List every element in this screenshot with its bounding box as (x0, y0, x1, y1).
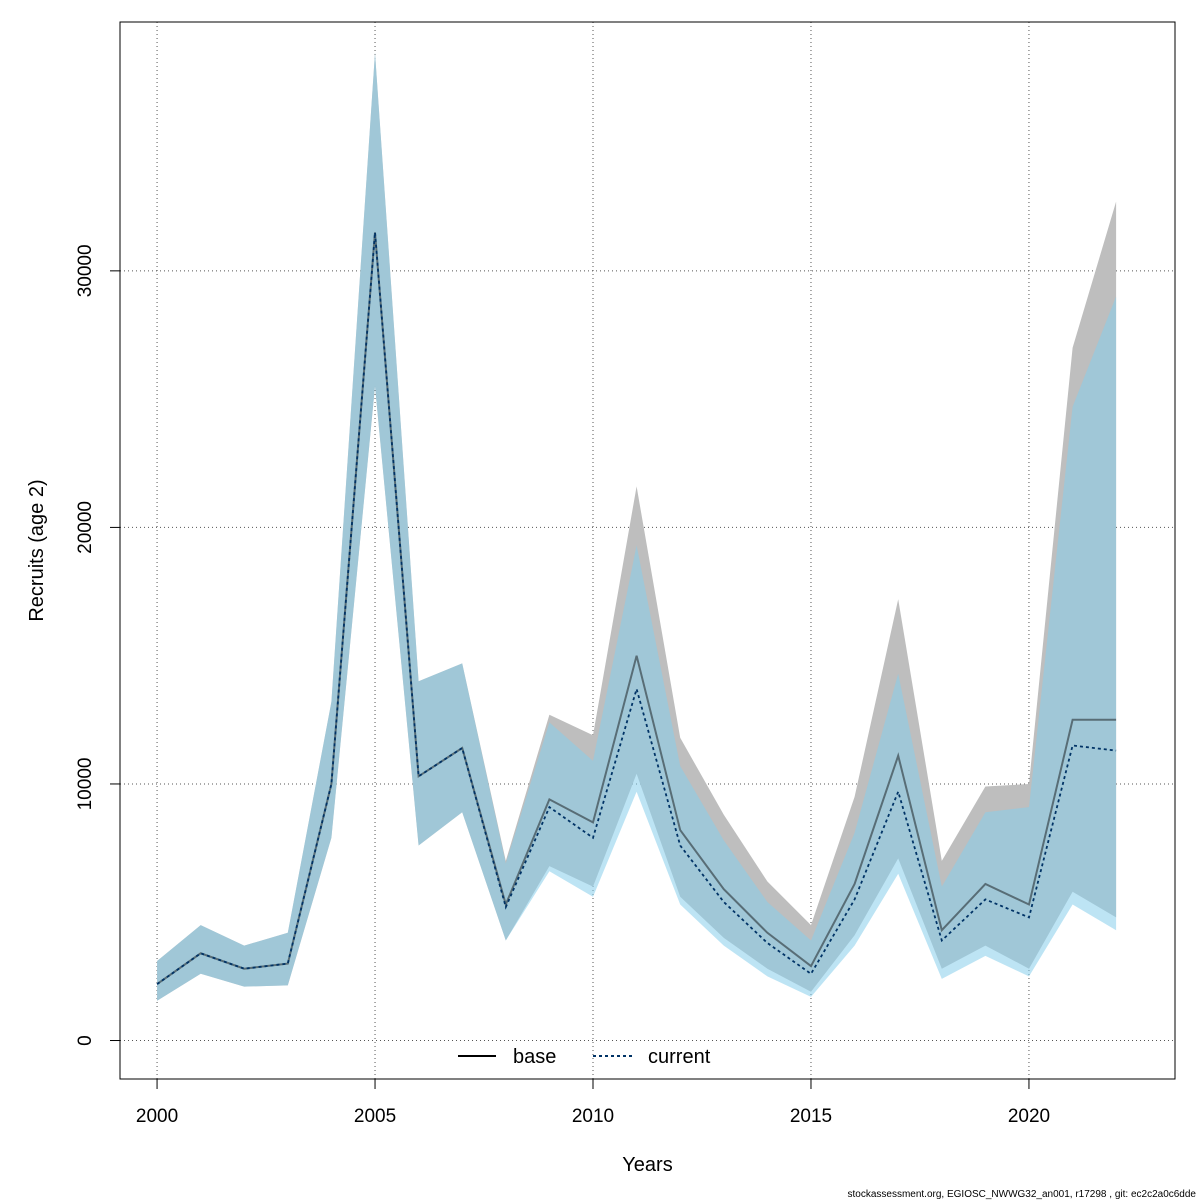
band-current (157, 52, 1117, 1001)
x-axis-title: Years (622, 1154, 672, 1176)
y-tick-label-10000: 10000 (75, 758, 96, 811)
x-tick-label-2015: 2015 (790, 1106, 832, 1127)
confidence-bands (157, 52, 1117, 1001)
axes: 2000 2005 2010 2015 2020 0 10000 20000 30000 (75, 244, 1050, 1127)
footer-credit: stockassessment.org, EGIOSC_NWWG32_an001… (847, 1189, 1196, 1200)
y-tick-label-20000: 20000 (75, 501, 96, 554)
y-axis-title: Recruits (age 2) (26, 479, 48, 621)
legend: base current (458, 1046, 711, 1068)
legend-label-current: current (648, 1046, 711, 1068)
y-tick-label-30000: 30000 (75, 244, 96, 297)
legend-label-base: base (513, 1046, 556, 1068)
x-tick-label-2005: 2005 (354, 1106, 396, 1127)
x-tick-label-2020: 2020 (1008, 1106, 1050, 1127)
series-line-current (156, 232, 1117, 985)
x-tick-label-2010: 2010 (572, 1106, 614, 1127)
y-tick-label-0: 0 (75, 1035, 96, 1046)
x-tick-label-2000: 2000 (136, 1106, 178, 1127)
series-lines (156, 232, 1117, 985)
